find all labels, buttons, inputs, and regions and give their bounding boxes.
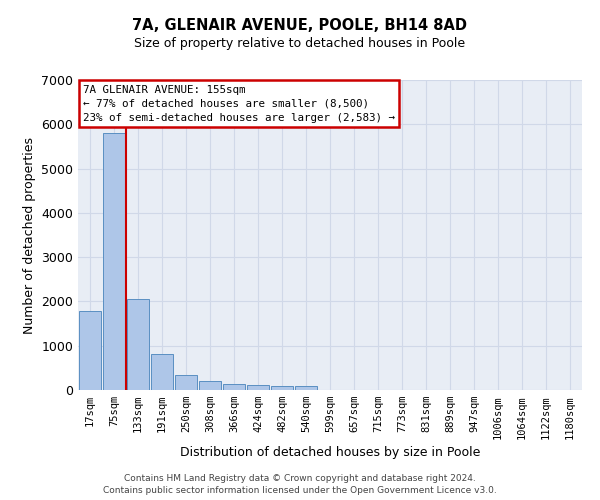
Bar <box>247 385 269 390</box>
Bar <box>151 354 173 390</box>
Bar <box>223 384 245 390</box>
Bar <box>103 133 125 390</box>
Text: 7A, GLENAIR AVENUE, POOLE, BH14 8AD: 7A, GLENAIR AVENUE, POOLE, BH14 8AD <box>133 18 467 32</box>
Text: 7A GLENAIR AVENUE: 155sqm
← 77% of detached houses are smaller (8,500)
23% of se: 7A GLENAIR AVENUE: 155sqm ← 77% of detac… <box>83 84 395 122</box>
Text: Size of property relative to detached houses in Poole: Size of property relative to detached ho… <box>134 38 466 51</box>
Bar <box>79 311 101 390</box>
Text: Contains HM Land Registry data © Crown copyright and database right 2024.
Contai: Contains HM Land Registry data © Crown c… <box>103 474 497 495</box>
X-axis label: Distribution of detached houses by size in Poole: Distribution of detached houses by size … <box>180 446 480 458</box>
Y-axis label: Number of detached properties: Number of detached properties <box>23 136 35 334</box>
Bar <box>127 299 149 390</box>
Bar <box>175 374 197 390</box>
Bar <box>271 386 293 390</box>
Bar <box>295 386 317 390</box>
Bar <box>199 382 221 390</box>
